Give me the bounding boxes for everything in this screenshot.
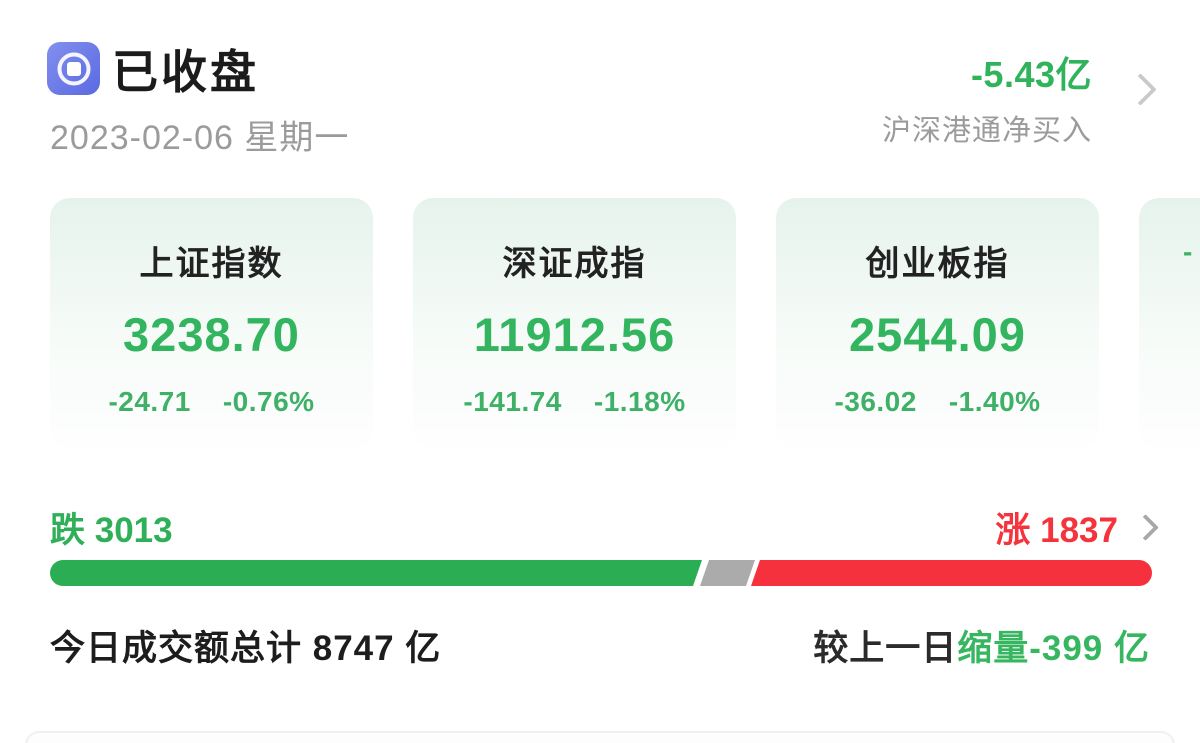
market-status-title: 已收盘 (112, 46, 259, 98)
breadth-bar (50, 560, 1152, 586)
index-change-pct: -1.40% (948, 386, 1041, 417)
decliners-count: 跌 3013 (50, 511, 173, 550)
status-coin-icon (47, 42, 100, 95)
index-value: 2544.09 (849, 308, 1026, 361)
northbound-label: 沪深港通净买入 (881, 115, 1092, 147)
vs-prev-prefix: 较上一日 (813, 629, 958, 668)
index-value: 11912.56 (473, 308, 676, 361)
chevron-right-icon (1132, 514, 1159, 541)
index-card-chinext[interactable]: 创业板指 2544.09 -36.02 -1.40% (776, 198, 1099, 448)
breadth-bar-flat-segment (700, 560, 755, 586)
index-name: 深证成指 (502, 245, 647, 283)
breadth-bar-decliners-segment (50, 560, 702, 586)
index-change: -24.71 (108, 386, 191, 417)
index-change-row: - (1139, 236, 1200, 268)
coin-ring-shape (57, 52, 90, 85)
index-card-row: 上证指数 3238.70 -24.71 -0.76% 深证成指 11912.56… (50, 198, 1200, 448)
index-change: -141.74 (463, 386, 562, 417)
index-change-pct: -1.18% (593, 386, 686, 417)
advancers-count: 涨 1837 (995, 511, 1118, 550)
vs-prev-shrink-value: 缩量-399 亿 (957, 629, 1150, 668)
index-card-partial[interactable]: - (1139, 198, 1200, 448)
index-card-shenzhen[interactable]: 深证成指 11912.56 -141.74 -1.18% (413, 198, 736, 448)
index-value: 3238.70 (123, 308, 300, 361)
next-section-peek (25, 731, 1175, 743)
breadth-bar-advancers-segment (751, 560, 1152, 586)
chevron-right-icon[interactable] (1124, 73, 1157, 106)
coin-center-shape (66, 61, 81, 76)
index-change: -36.02 (834, 386, 917, 417)
index-change-row: -24.71 -0.76% (50, 386, 373, 418)
index-change-row: -141.74 -1.18% (413, 386, 736, 418)
index-change-row: -36.02 -1.40% (776, 386, 1099, 418)
index-name: 上证指数 (139, 245, 284, 283)
northbound-value: -5.43亿 (970, 54, 1092, 95)
trade-date: 2023-02-06 星期一 (50, 119, 350, 157)
northbound-net-buy[interactable]: -5.43亿 沪深港通净买入 (882, 46, 1092, 149)
index-change-pct: -0.76% (222, 386, 315, 417)
total-turnover-text: 今日成交额总计 8747 亿 (50, 629, 442, 668)
turnover-vs-prev: 较上一日缩量-399 亿 (813, 620, 1150, 671)
advancers-link[interactable]: 涨 1837 (995, 502, 1159, 553)
index-change: - (1183, 236, 1193, 267)
index-card-shanghai[interactable]: 上证指数 3238.70 -24.71 -0.76% (50, 198, 373, 448)
index-name: 创业板指 (865, 245, 1010, 283)
